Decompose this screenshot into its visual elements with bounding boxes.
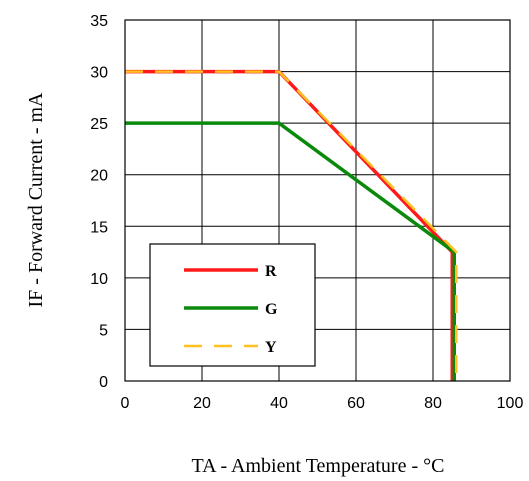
- plot-frame: [124, 19, 511, 382]
- legend-label-r: R: [265, 263, 277, 280]
- y-tick-label: 5: [99, 322, 108, 339]
- x-tick-label: 0: [121, 395, 130, 412]
- y-tick-label: 15: [90, 219, 108, 236]
- x-tick-label: 20: [193, 395, 211, 412]
- x-tick-label: 80: [424, 395, 442, 412]
- series-line-y: [125, 70, 458, 381]
- tick-labels: 0 20 40 60 80 100 0 5 10 15 20 25 30 35: [90, 13, 523, 412]
- x-tick-label: 40: [270, 395, 288, 412]
- y-tick-label: 30: [90, 65, 108, 82]
- x-tick-label: 100: [497, 395, 524, 412]
- y-axis-title: IF - Forward Current - mA: [25, 92, 47, 308]
- y-tick-label: 0: [99, 374, 108, 391]
- legend-label-y: Y: [265, 339, 277, 356]
- y-tick-label: 10: [90, 271, 108, 288]
- series-layer: [125, 69, 458, 381]
- y-tick-label: 35: [90, 13, 108, 30]
- x-axis-title: TA - Ambient Temperature - °C: [192, 455, 445, 477]
- legend-box: [149, 243, 316, 367]
- series-line-g: [125, 121, 456, 381]
- y-tick-label: 20: [90, 168, 108, 185]
- legend-label-g: G: [265, 301, 278, 318]
- legend: R G Y: [149, 243, 316, 367]
- x-tick-label: 60: [347, 395, 365, 412]
- y-tick-label: 25: [90, 116, 108, 133]
